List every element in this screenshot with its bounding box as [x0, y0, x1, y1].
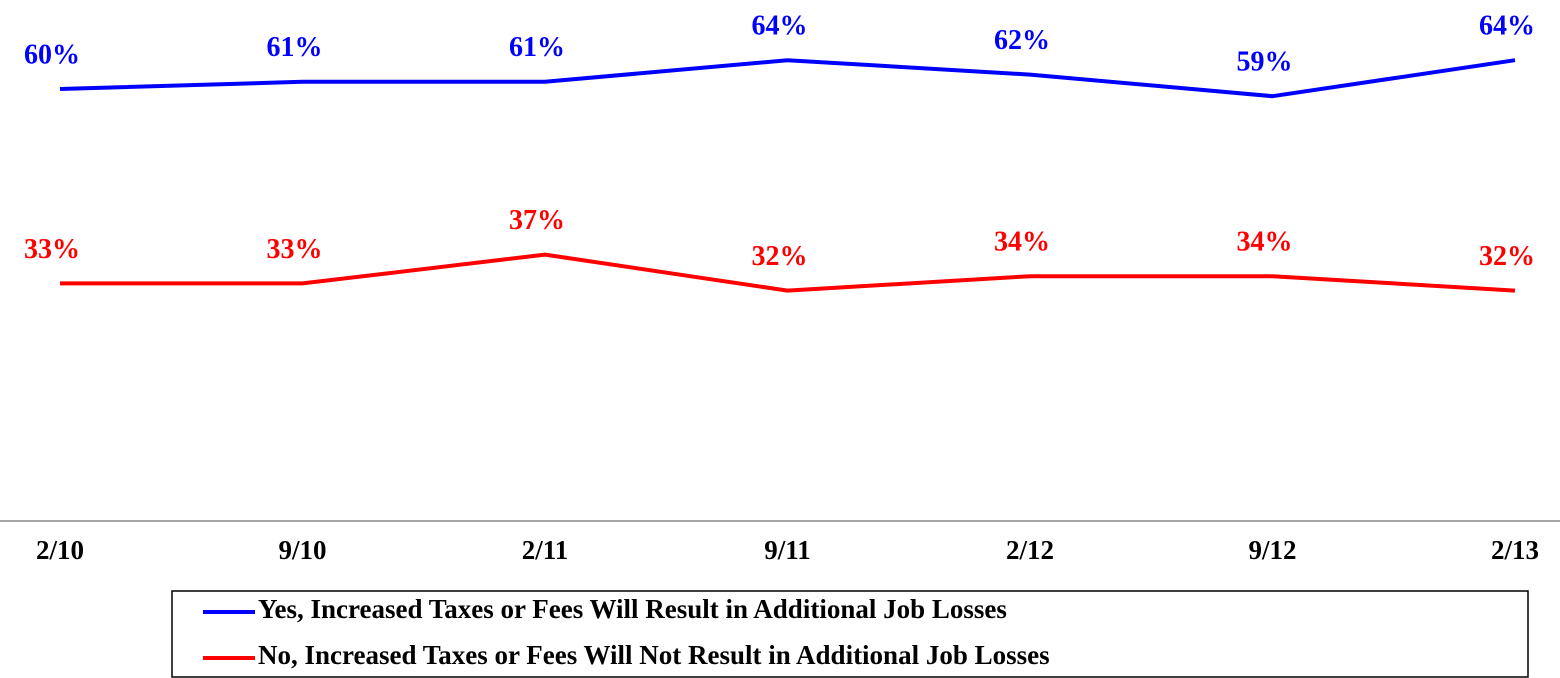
data-label: 64% — [752, 11, 808, 42]
x-tick-label: 9/11 — [764, 535, 811, 565]
data-label: 34% — [994, 227, 1050, 258]
data-label: 33% — [267, 234, 323, 265]
x-tick-label: 2/11 — [522, 535, 569, 565]
data-label: 37% — [509, 205, 565, 236]
x-tick-label: 2/10 — [36, 535, 84, 565]
x-tick-label: 9/12 — [1248, 535, 1296, 565]
data-label: 34% — [1237, 227, 1293, 258]
legend-label: No, Increased Taxes or Fees Will Not Res… — [258, 640, 1050, 670]
data-label: 60% — [24, 39, 80, 70]
x-tick-label: 9/10 — [278, 535, 326, 565]
legend — [171, 590, 1529, 678]
legend-label: Yes, Increased Taxes or Fees Will Result… — [258, 594, 1007, 624]
data-label: 62% — [994, 25, 1050, 56]
data-label: 61% — [509, 32, 565, 63]
x-tick-label: 2/13 — [1491, 535, 1539, 565]
series-line — [59, 58, 1516, 99]
data-label: 33% — [24, 234, 80, 265]
data-label: 32% — [1479, 241, 1535, 272]
x-tick-label: 2/12 — [1006, 535, 1054, 565]
data-label: 64% — [1479, 11, 1535, 42]
data-label: 61% — [267, 32, 323, 63]
series-line — [60, 252, 1516, 293]
data-label: 59% — [1237, 47, 1293, 78]
data-label: 32% — [752, 241, 808, 272]
